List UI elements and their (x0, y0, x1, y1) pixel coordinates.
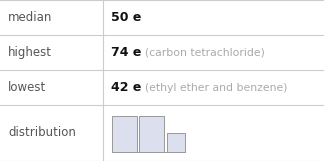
Bar (112, 116, 137, 152)
Text: highest: highest (8, 46, 52, 59)
Text: (carbon tetrachloride): (carbon tetrachloride) (145, 47, 265, 57)
Text: 50 e: 50 e (111, 11, 141, 24)
Text: lowest: lowest (8, 81, 46, 94)
Text: distribution: distribution (8, 127, 76, 139)
Text: 42 e: 42 e (111, 81, 141, 94)
Bar (167, 133, 185, 152)
Text: (ethyl ether and benzene): (ethyl ether and benzene) (145, 82, 287, 93)
Text: 74 e: 74 e (111, 46, 141, 59)
Bar (139, 116, 164, 152)
Text: median: median (8, 11, 52, 24)
